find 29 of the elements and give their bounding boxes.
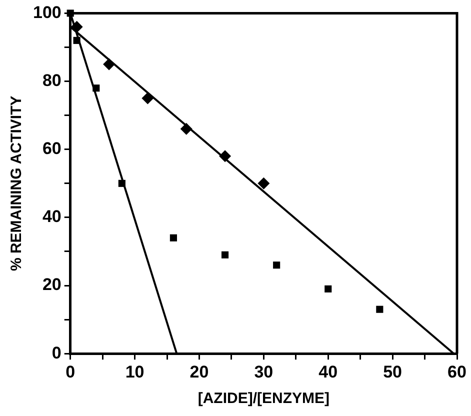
x-tick-label: 60	[448, 362, 466, 382]
point	[219, 150, 232, 162]
x-tick-label: 30	[254, 362, 274, 382]
x-tick-label: 20	[190, 362, 209, 382]
x-tick-label: 50	[383, 362, 402, 382]
point	[221, 251, 229, 258]
point	[70, 20, 83, 33]
x-tick-label: 40	[318, 362, 338, 382]
point	[103, 58, 116, 70]
point	[170, 234, 178, 242]
point	[258, 177, 270, 190]
y-tick-label: 40	[42, 207, 62, 226]
y-axis-title: % REMAINING ACTIVITY	[8, 96, 26, 272]
y-tick-label: 20	[42, 275, 62, 294]
point	[92, 84, 100, 92]
point	[273, 262, 280, 269]
point	[180, 122, 192, 135]
x-tick-label: 0	[66, 362, 76, 382]
x-tick-label: 10	[125, 362, 144, 382]
y-tick-label: 60	[42, 139, 62, 158]
point	[73, 36, 80, 44]
point	[324, 285, 332, 292]
point	[142, 92, 154, 104]
point	[376, 306, 384, 313]
y-tick-label: 100	[32, 2, 62, 22]
y-tick-label: 80	[42, 70, 62, 90]
y-tick-label: 0	[52, 343, 62, 362]
x-axis-title: [AZIDE]/[ENZYME]	[198, 390, 330, 408]
point	[118, 180, 126, 187]
